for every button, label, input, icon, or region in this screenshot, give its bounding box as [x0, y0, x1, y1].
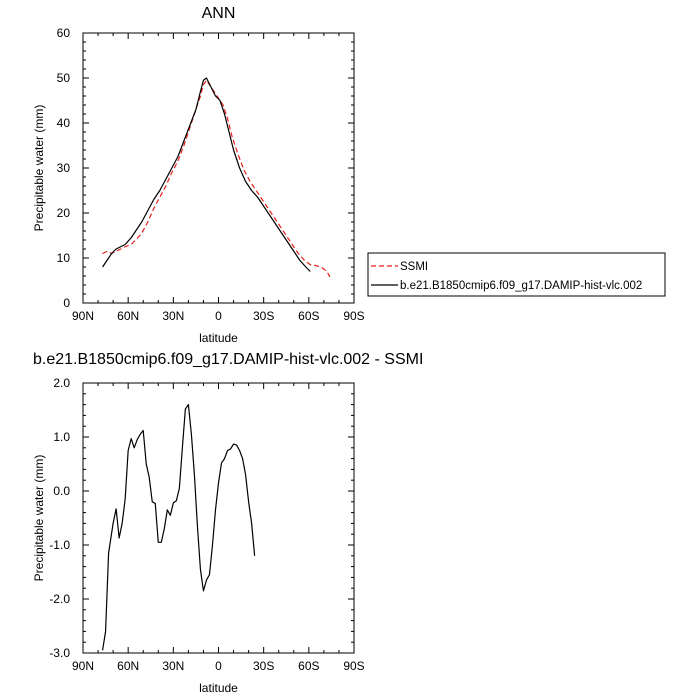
x-tick-label-90n: 90N [72, 659, 94, 673]
y-tick-label-2-0: -2.0 [49, 592, 70, 606]
x-tick-label-0: 0 [215, 659, 222, 673]
x-tick-labels: 90N 60N 30N 0 30S 60S 90S [72, 659, 365, 673]
y-tick-label-20: 20 [57, 206, 71, 220]
series-line-b-e21-b1850cmip6-f09-g17-damip-hist-vlc-002 [102, 77, 311, 272]
y-tick-labels: 0 10 20 30 40 50 60 [57, 26, 71, 310]
plot-frame [82, 382, 355, 654]
x-tick-label-30n: 30N [162, 659, 184, 673]
y-tick-label-0: 0 [63, 296, 70, 310]
legend: SSMI b.e21.B1850cmip6.f09_g17.DAMIP-hist… [367, 252, 666, 297]
y-tick-labels: -3.0 -2.0 -1.0 0.0 1.0 2.0 [49, 376, 70, 660]
x-tick-label-30n: 30N [162, 309, 184, 323]
y-tick-label-10: 10 [57, 251, 71, 265]
legend-box [367, 252, 666, 297]
x-tick-label-60n: 60N [117, 309, 139, 323]
chart-title: ANN [202, 5, 236, 22]
series-layer [101, 404, 256, 651]
series-layer [102, 77, 331, 278]
y-axis-label: Precipitable water (mm) [32, 455, 46, 582]
y-tick-label-2-0: 2.0 [53, 376, 70, 390]
chart-difference-precipitable-water: b.e21.B1850cmip6.f09_g17.DAMIP-hist-vlc.… [32, 351, 423, 695]
legend-entry-ssmi: SSMI [400, 261, 428, 273]
plot-frame [82, 32, 355, 304]
series-line-difference-0 [101, 404, 256, 651]
series-line-ssmi [102, 79, 331, 278]
y-axis-label: Precipitable water (mm) [32, 105, 46, 232]
y-tick-label-0-0: 0.0 [53, 484, 70, 498]
x-tick-label-60s: 60S [298, 659, 319, 673]
chart-annual-precipitable-water: ANN 90N 60N 30N 0 30S 60S 90S 0 10 20 30 40 50 60 la… [32, 5, 365, 345]
tick-marks [82, 32, 355, 304]
x-tick-label-60n: 60N [117, 659, 139, 673]
y-tick-label-40: 40 [57, 116, 71, 130]
x-tick-label-0: 0 [215, 309, 222, 323]
x-tick-label-90n: 90N [72, 309, 94, 323]
x-tick-label-90s: 90S [343, 659, 364, 673]
x-tick-label-30s: 30S [253, 309, 274, 323]
x-tick-label-90s: 90S [343, 309, 364, 323]
x-tick-labels: 90N 60N 30N 0 30S 60S 90S [72, 309, 365, 323]
legend-entry-model: b.e21.B1850cmip6.f09_g17.DAMIP-hist-vlc.… [400, 280, 642, 292]
x-axis-label: latitude [199, 331, 238, 345]
x-axis-label: latitude [199, 681, 238, 695]
chart-title: b.e21.B1850cmip6.f09_g17.DAMIP-hist-vlc.… [33, 351, 423, 368]
y-tick-label-1-0: 1.0 [53, 430, 70, 444]
y-tick-label-60: 60 [57, 26, 71, 40]
y-tick-label-50: 50 [57, 71, 71, 85]
tick-marks [82, 382, 355, 654]
y-tick-label-30: 30 [57, 161, 71, 175]
y-tick-label-1-0: -1.0 [49, 538, 70, 552]
x-tick-label-30s: 30S [253, 659, 274, 673]
y-tick-label-3-0: -3.0 [49, 646, 70, 660]
x-tick-label-60s: 60S [298, 309, 319, 323]
